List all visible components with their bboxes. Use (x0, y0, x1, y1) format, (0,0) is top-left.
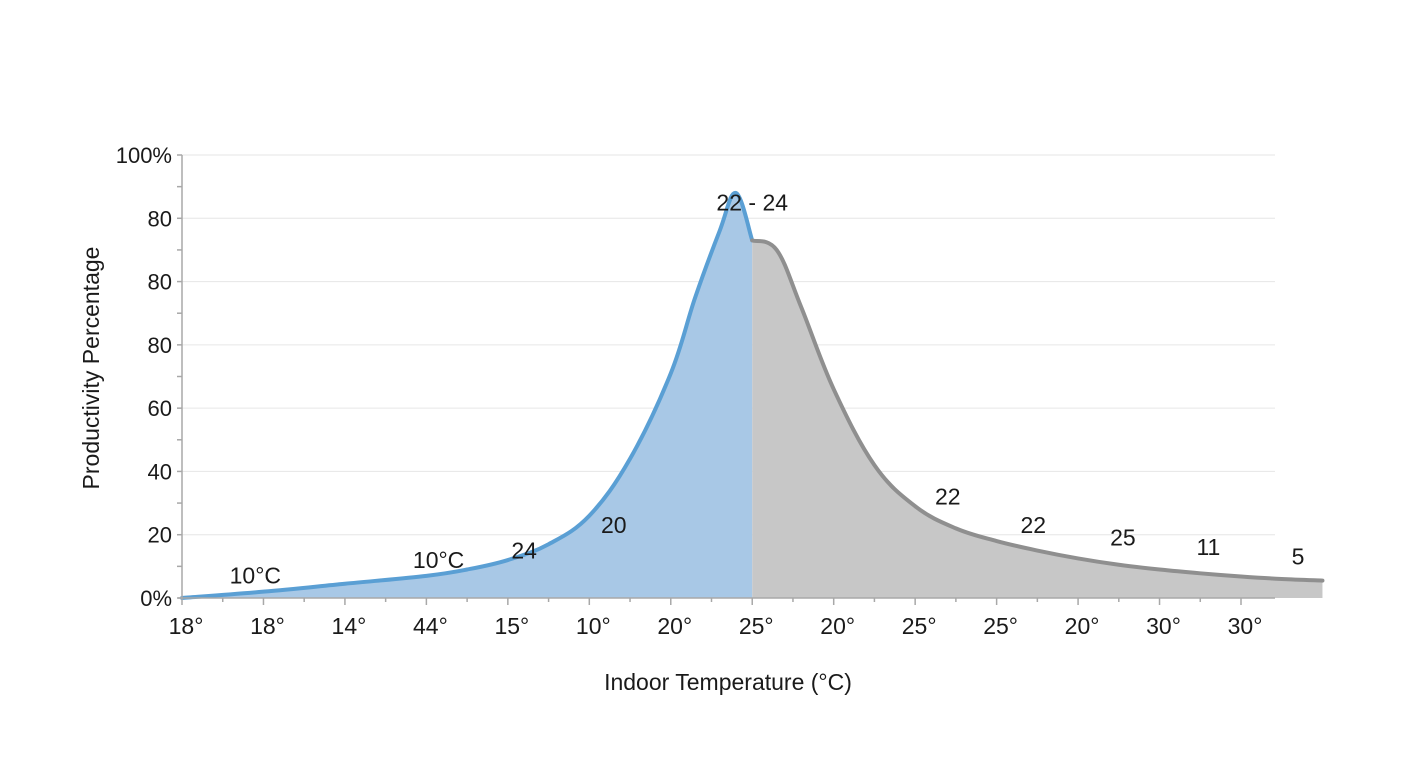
data-label: 20 (601, 512, 627, 538)
x-tick-label: 30° (1146, 613, 1181, 639)
area-fill-rising (182, 192, 753, 598)
data-label: 10°C (230, 563, 281, 589)
axes (177, 154, 1275, 605)
x-tick-label: 18° (250, 613, 285, 639)
x-tick-label: 25° (739, 613, 774, 639)
x-tick-label: 30° (1228, 613, 1263, 639)
y-tick-label: 80 (148, 333, 172, 358)
x-tick-label: 25° (983, 613, 1018, 639)
data-label: 22 (1020, 512, 1046, 538)
data-label: 10°C (413, 547, 464, 573)
series-line-falling (750, 238, 1325, 583)
y-tick-label: 100% (116, 143, 172, 168)
x-tick-label: 20° (657, 613, 692, 639)
x-tick-label: 18° (169, 613, 204, 639)
x-tick-label: 20° (820, 613, 855, 639)
y-tick-label: 80 (148, 270, 172, 295)
x-axis-title: Indoor Temperature (°C) (604, 669, 852, 695)
data-label: 22 - 24 (716, 189, 788, 215)
x-tick-label: 25° (902, 613, 937, 639)
x-tick-label: 44° (413, 613, 448, 639)
x-tick-label: 15° (494, 613, 529, 639)
x-tick-label: 14° (332, 613, 367, 639)
y-tick-label: 0% (140, 586, 172, 611)
data-label: 11 (1196, 534, 1220, 560)
x-tick-label: 10° (576, 613, 611, 639)
x-tick-labels: 18° 18° 14° 44° 15° 10° 20° 25° 20° 25° 25° 20° 30° 3… (169, 613, 1263, 639)
y-tick-labels: 0% 20 40 60 80 80 80 100% (116, 143, 172, 611)
data-label: 24 (511, 537, 537, 563)
series-line-rising (180, 190, 755, 600)
area-fill-falling (752, 240, 1323, 598)
data-label: 5 (1292, 544, 1305, 570)
y-tick-label: 80 (148, 206, 172, 231)
y-tick-label: 20 (148, 523, 172, 548)
area-series (180, 190, 1325, 600)
y-tick-label: 40 (148, 459, 172, 484)
data-label: 22 (935, 484, 961, 510)
data-annotations: 22 - 24 10°C 10°C 24 20 22 22 25 11 5 (230, 189, 1305, 588)
data-label: 25 (1110, 525, 1136, 551)
x-tick-label: 20° (1065, 613, 1100, 639)
y-tick-label: 60 (148, 396, 172, 421)
y-axis-title: Productivity Percentage (78, 247, 104, 490)
